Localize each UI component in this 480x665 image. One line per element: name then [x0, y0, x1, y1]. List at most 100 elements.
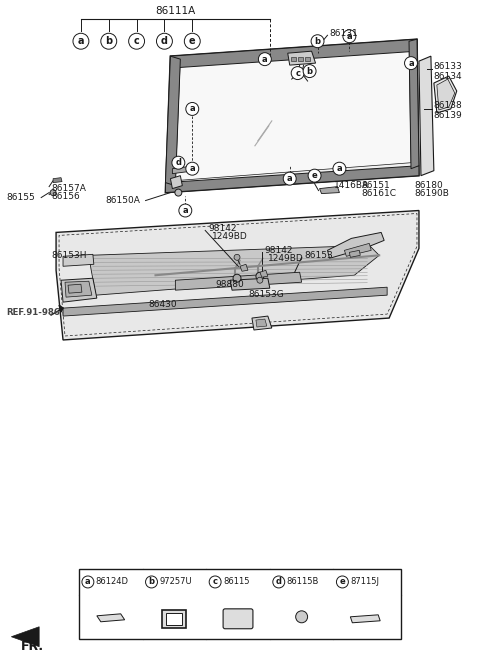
Polygon shape — [320, 187, 339, 194]
Circle shape — [172, 156, 185, 169]
Polygon shape — [291, 57, 296, 61]
Text: 86153: 86153 — [305, 251, 334, 260]
Polygon shape — [175, 41, 411, 181]
Text: 86157A: 86157A — [51, 184, 86, 193]
Polygon shape — [288, 51, 315, 65]
Circle shape — [343, 30, 356, 43]
Polygon shape — [61, 278, 97, 302]
Polygon shape — [63, 287, 387, 316]
Polygon shape — [256, 319, 267, 327]
Text: b: b — [105, 36, 112, 47]
Text: b: b — [314, 37, 321, 46]
Text: 98142: 98142 — [265, 246, 293, 255]
Text: b: b — [307, 66, 312, 76]
Circle shape — [234, 254, 240, 260]
Text: 98142: 98142 — [208, 224, 237, 233]
Circle shape — [129, 33, 144, 49]
Circle shape — [336, 576, 348, 588]
Polygon shape — [437, 79, 455, 110]
Circle shape — [50, 190, 56, 196]
Polygon shape — [298, 57, 302, 61]
Polygon shape — [409, 39, 419, 169]
Text: 87115J: 87115J — [350, 577, 379, 587]
Polygon shape — [327, 233, 384, 258]
Polygon shape — [12, 627, 39, 646]
Text: 86138: 86138 — [434, 102, 463, 110]
Text: c: c — [134, 36, 140, 47]
Circle shape — [308, 169, 321, 182]
Text: c: c — [295, 68, 300, 78]
Polygon shape — [230, 278, 270, 290]
Circle shape — [233, 274, 241, 282]
Polygon shape — [172, 166, 195, 174]
Circle shape — [405, 57, 418, 70]
Circle shape — [175, 189, 182, 196]
Polygon shape — [68, 284, 82, 293]
Text: 86190B: 86190B — [414, 189, 449, 198]
Text: 86153H: 86153H — [51, 251, 86, 260]
Text: 86161C: 86161C — [361, 189, 396, 198]
Text: FR.: FR. — [21, 640, 44, 653]
Circle shape — [296, 611, 308, 623]
Polygon shape — [89, 245, 379, 295]
Circle shape — [283, 172, 296, 185]
Text: REF.91-986: REF.91-986 — [6, 308, 60, 317]
Text: 86131: 86131 — [329, 29, 358, 38]
Polygon shape — [175, 272, 301, 290]
Text: a: a — [190, 164, 195, 173]
Polygon shape — [162, 610, 186, 628]
Text: 86150A: 86150A — [106, 196, 141, 205]
FancyBboxPatch shape — [223, 609, 253, 628]
Text: e: e — [312, 171, 317, 180]
Polygon shape — [252, 316, 272, 330]
Text: e: e — [189, 36, 195, 47]
Circle shape — [291, 66, 304, 80]
Text: d: d — [276, 577, 282, 587]
Circle shape — [258, 53, 271, 66]
Circle shape — [186, 162, 199, 175]
Circle shape — [73, 33, 89, 49]
Text: 86134: 86134 — [434, 72, 463, 80]
Text: 86155: 86155 — [6, 193, 35, 202]
Circle shape — [145, 576, 157, 588]
Text: e: e — [339, 577, 345, 587]
Circle shape — [311, 35, 324, 48]
Circle shape — [101, 33, 117, 49]
Text: 86151: 86151 — [361, 181, 390, 190]
Circle shape — [184, 33, 200, 49]
Polygon shape — [170, 39, 417, 68]
Circle shape — [179, 204, 192, 217]
Circle shape — [257, 277, 263, 283]
Polygon shape — [166, 39, 419, 193]
Polygon shape — [63, 254, 94, 266]
Circle shape — [186, 102, 199, 116]
Polygon shape — [350, 615, 380, 623]
Text: a: a — [408, 59, 414, 68]
Polygon shape — [65, 281, 92, 297]
Text: 86115B: 86115B — [287, 577, 319, 587]
Text: 86180: 86180 — [414, 181, 443, 190]
Text: a: a — [78, 36, 84, 47]
Polygon shape — [79, 569, 401, 638]
Circle shape — [156, 33, 172, 49]
Text: 86139: 86139 — [434, 112, 463, 120]
Text: 1249BD: 1249BD — [268, 254, 303, 263]
Text: 86124D: 86124D — [96, 577, 129, 587]
Text: a: a — [287, 174, 292, 183]
Polygon shape — [56, 211, 419, 340]
Text: a: a — [262, 55, 268, 64]
Text: d: d — [161, 36, 168, 47]
Polygon shape — [53, 178, 62, 183]
Text: 98880: 98880 — [215, 280, 244, 289]
Text: a: a — [182, 206, 188, 215]
Text: 86156: 86156 — [51, 192, 80, 201]
Polygon shape — [344, 243, 371, 256]
Circle shape — [256, 272, 264, 280]
Polygon shape — [170, 176, 182, 189]
Text: 1416BA: 1416BA — [335, 181, 370, 190]
Circle shape — [209, 576, 221, 588]
Text: 86111A: 86111A — [155, 7, 195, 17]
Polygon shape — [305, 57, 310, 61]
Polygon shape — [260, 270, 268, 277]
Polygon shape — [59, 305, 63, 312]
